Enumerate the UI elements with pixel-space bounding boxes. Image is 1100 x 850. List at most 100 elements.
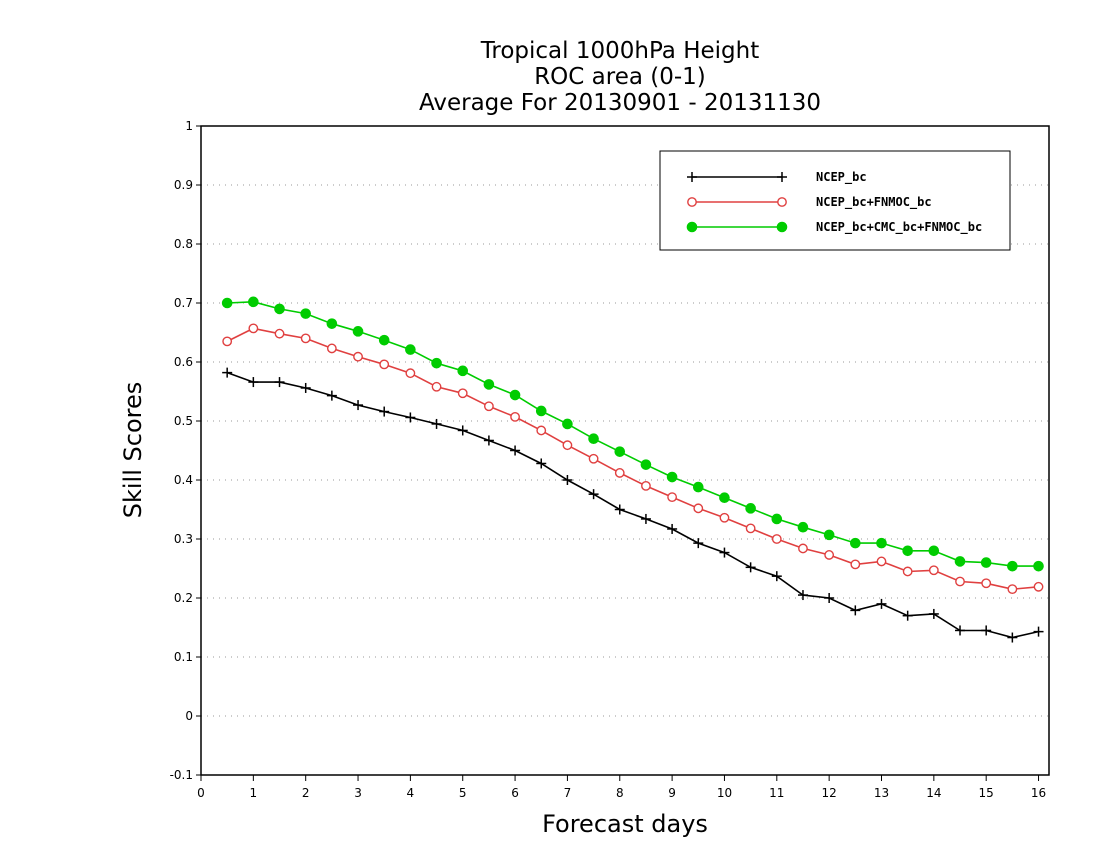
data-point (771, 571, 782, 582)
data-point (222, 367, 233, 378)
data-point (405, 412, 416, 423)
y-tick-label: -0.1 (170, 768, 193, 782)
y-tick-label: 0.7 (174, 296, 193, 310)
data-point (667, 523, 678, 534)
data-point (850, 559, 861, 570)
data-point (640, 513, 651, 524)
x-tick-label: 8 (616, 786, 624, 800)
y-tick-label: 0.4 (174, 473, 193, 487)
data-point (483, 379, 495, 390)
data-point (719, 492, 730, 504)
x-tick-label: 7 (564, 786, 572, 800)
data-point (221, 297, 233, 309)
data-point (850, 605, 861, 616)
data-point (222, 336, 233, 347)
data-point (353, 400, 364, 411)
data-point (719, 512, 730, 523)
data-point (876, 556, 887, 567)
data-point (614, 446, 626, 457)
data-point (614, 468, 625, 478)
series-line (227, 300, 1039, 567)
legend-item: NCEP_bc+FNMOC_bc (687, 195, 932, 210)
chart-title: Tropical 1000hPa Height ROC area (0-1) A… (419, 38, 821, 116)
data-point (300, 333, 311, 344)
data-point (274, 328, 285, 339)
data-point (797, 590, 808, 601)
data-point (588, 489, 599, 500)
data-point (850, 537, 861, 549)
data-point (981, 578, 992, 589)
y-axis: 1 0.9 0.8 0.7 0.6 0.5 0.4 0.3 0.2 0.1 0 -0.1 (170, 119, 201, 782)
data-point (588, 433, 599, 445)
x-tick-label: 16 (1031, 786, 1046, 800)
data-point (510, 445, 521, 456)
data-point (823, 529, 835, 541)
x-tick-label: 2 (302, 786, 310, 800)
data-point (274, 303, 285, 315)
title-line-2: ROC area (0-1) (534, 64, 706, 90)
gridlines (201, 184, 1049, 717)
data-point (928, 608, 939, 619)
data-point (248, 296, 259, 308)
data-point (719, 547, 730, 558)
data-point (300, 382, 311, 393)
x-tick-label: 1 (250, 786, 258, 800)
data-point (797, 521, 809, 533)
data-point (902, 610, 913, 621)
data-point (824, 593, 835, 603)
y-tick-label: 0.5 (174, 414, 193, 428)
x-tick-label: 14 (926, 786, 941, 800)
y-tick-label: 0.3 (174, 532, 193, 546)
data-point (457, 365, 469, 377)
data-point (640, 459, 652, 470)
data-point (431, 357, 442, 369)
data-point (745, 523, 756, 534)
legend-box (659, 150, 1011, 251)
data-point (457, 425, 468, 436)
data-point (824, 550, 835, 560)
data-point (484, 401, 494, 412)
data-point (510, 411, 520, 422)
data-point (902, 545, 913, 557)
data-point (1033, 581, 1044, 592)
x-axis: 0 1 2 3 4 5 6 7 8 9 10 11 12 13 14 15 16 (197, 775, 1046, 800)
data-point (353, 351, 363, 362)
data-point (981, 625, 992, 636)
data-point (326, 390, 337, 401)
legend-label: NCEP_bc+FNMOC_bc (816, 195, 932, 210)
data-point (535, 405, 547, 417)
series-3 (221, 296, 1044, 572)
y-tick-label: 0.8 (174, 237, 193, 251)
data-point (536, 458, 547, 469)
data-point (666, 471, 678, 483)
y-tick-label: 0.2 (174, 591, 193, 605)
data-point (876, 537, 887, 549)
data-point (483, 435, 494, 446)
data-point (326, 343, 337, 354)
data-point (641, 480, 651, 491)
data-point (776, 221, 788, 233)
x-tick-label: 11 (769, 786, 784, 800)
x-tick-label: 13 (874, 786, 889, 800)
data-point (274, 377, 285, 388)
series-2 (222, 323, 1044, 595)
data-point (693, 538, 704, 549)
x-tick-label: 6 (511, 786, 519, 800)
data-point (692, 481, 704, 493)
data-point (300, 308, 311, 319)
data-point (431, 418, 442, 429)
data-point (798, 543, 808, 554)
data-point (614, 504, 625, 515)
legend-item: NCEP_bc+CMC_bc+FNMOC_bc (686, 220, 982, 235)
data-point (980, 557, 992, 568)
data-point (457, 388, 468, 399)
data-point (405, 344, 416, 355)
data-point (405, 368, 416, 379)
data-point (562, 475, 573, 485)
data-point (745, 503, 756, 514)
y-tick-label: 0.9 (174, 178, 193, 192)
plot-border (200, 125, 1050, 776)
data-point (771, 513, 783, 525)
data-point (509, 389, 521, 401)
